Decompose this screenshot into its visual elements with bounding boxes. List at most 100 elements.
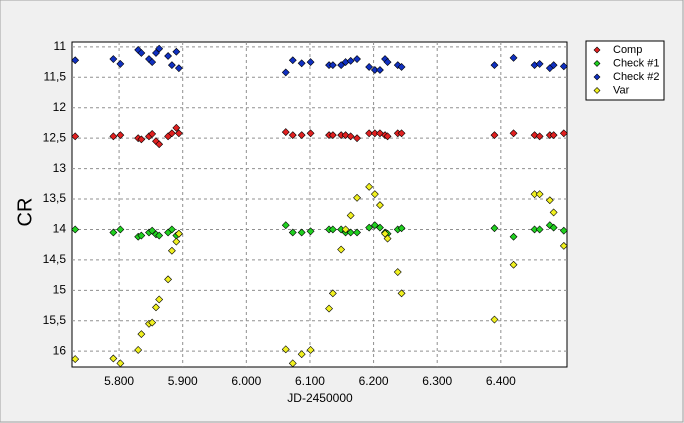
y-tick-label: 12 xyxy=(53,100,67,114)
y-axis-label: CR xyxy=(14,198,36,227)
data-point xyxy=(346,132,355,141)
data-point xyxy=(376,66,384,74)
data-point xyxy=(167,61,176,70)
data-point xyxy=(137,135,146,144)
data-point xyxy=(376,223,384,232)
plot-area xyxy=(71,41,568,368)
data-point xyxy=(490,315,499,324)
data-point xyxy=(535,132,544,141)
data-point xyxy=(288,359,297,368)
data-point xyxy=(328,289,337,298)
data-point xyxy=(288,228,297,237)
data-point xyxy=(297,131,306,140)
data-point xyxy=(370,221,379,230)
x-axis-label: JD-2450000 xyxy=(287,391,353,405)
x-tick-label: 5.800 xyxy=(104,374,134,388)
data-point xyxy=(383,234,392,243)
data-point xyxy=(306,129,315,138)
data-point xyxy=(288,131,297,140)
data-point xyxy=(167,225,176,234)
x-tick-label: 6.400 xyxy=(486,374,516,388)
data-point xyxy=(281,68,290,77)
x-tick-label: 5.900 xyxy=(168,374,198,388)
data-point xyxy=(328,61,337,70)
data-point xyxy=(559,129,568,138)
data-point xyxy=(172,123,181,132)
data-point xyxy=(365,182,374,191)
data-point xyxy=(137,231,146,240)
data-point xyxy=(148,129,157,138)
x-tick-label: 6.200 xyxy=(359,374,389,388)
data-point xyxy=(383,132,392,141)
data-point xyxy=(328,225,337,234)
data-point xyxy=(559,241,568,250)
legend-marker xyxy=(593,73,601,81)
data-point xyxy=(353,193,361,202)
data-point xyxy=(509,232,518,241)
data-point xyxy=(281,128,290,136)
data-point xyxy=(109,132,118,141)
legend-label: Check #2 xyxy=(613,71,659,83)
x-tick-label: 6.300 xyxy=(422,374,452,388)
data-point xyxy=(116,131,125,140)
data-point xyxy=(152,303,160,312)
y-tick-label: 16 xyxy=(53,343,67,357)
y-tick-label: 14,5 xyxy=(43,252,67,266)
data-point xyxy=(370,190,379,199)
data-point xyxy=(325,304,333,313)
data-point xyxy=(281,345,290,354)
data-point xyxy=(281,221,290,230)
data-point xyxy=(549,223,558,232)
data-point xyxy=(535,190,544,199)
data-point xyxy=(155,44,164,53)
legend-marker xyxy=(593,46,601,54)
data-point xyxy=(509,129,518,138)
data-point xyxy=(109,228,118,237)
data-point xyxy=(559,62,568,71)
legend-label: Comp xyxy=(613,44,642,56)
data-point xyxy=(148,318,157,327)
data-point xyxy=(397,63,406,71)
legend-label: Check #1 xyxy=(613,57,659,69)
data-point xyxy=(297,228,306,237)
data-point xyxy=(337,245,346,254)
data-point xyxy=(71,56,80,65)
data-point xyxy=(164,275,172,284)
data-point xyxy=(397,129,406,138)
data-point xyxy=(549,61,558,70)
data-point xyxy=(346,228,355,237)
data-point xyxy=(109,55,118,63)
data-point xyxy=(306,58,315,67)
data-point xyxy=(116,359,125,368)
data-point xyxy=(535,225,544,234)
legend-marker xyxy=(593,60,601,67)
data-point xyxy=(346,56,355,65)
y-tick-label: 11,5 xyxy=(44,69,67,83)
y-tick-label: 15,5 xyxy=(43,313,67,327)
data-point xyxy=(545,196,554,205)
data-point xyxy=(490,224,499,233)
data-point xyxy=(174,64,183,73)
data-point xyxy=(288,56,297,65)
y-tick-label: 11 xyxy=(54,39,67,53)
y-tick-label: 15 xyxy=(53,282,67,296)
data-point xyxy=(155,295,164,304)
data-point xyxy=(397,289,406,298)
data-point xyxy=(365,223,374,232)
data-point xyxy=(174,129,183,138)
data-point xyxy=(341,225,350,234)
data-point xyxy=(297,350,306,359)
data-point xyxy=(328,131,337,140)
data-point xyxy=(167,246,176,255)
data-point xyxy=(134,346,143,354)
data-point xyxy=(164,52,172,60)
y-tick-label: 13,5 xyxy=(43,191,67,205)
data-point xyxy=(353,55,361,63)
x-tick-label: 6.000 xyxy=(231,374,261,388)
data-point xyxy=(71,355,80,364)
legend-label: Var xyxy=(613,84,630,96)
data-point xyxy=(549,208,558,217)
y-tick-label: 14 xyxy=(53,222,67,236)
data-point xyxy=(559,226,568,235)
data-point xyxy=(167,129,176,138)
